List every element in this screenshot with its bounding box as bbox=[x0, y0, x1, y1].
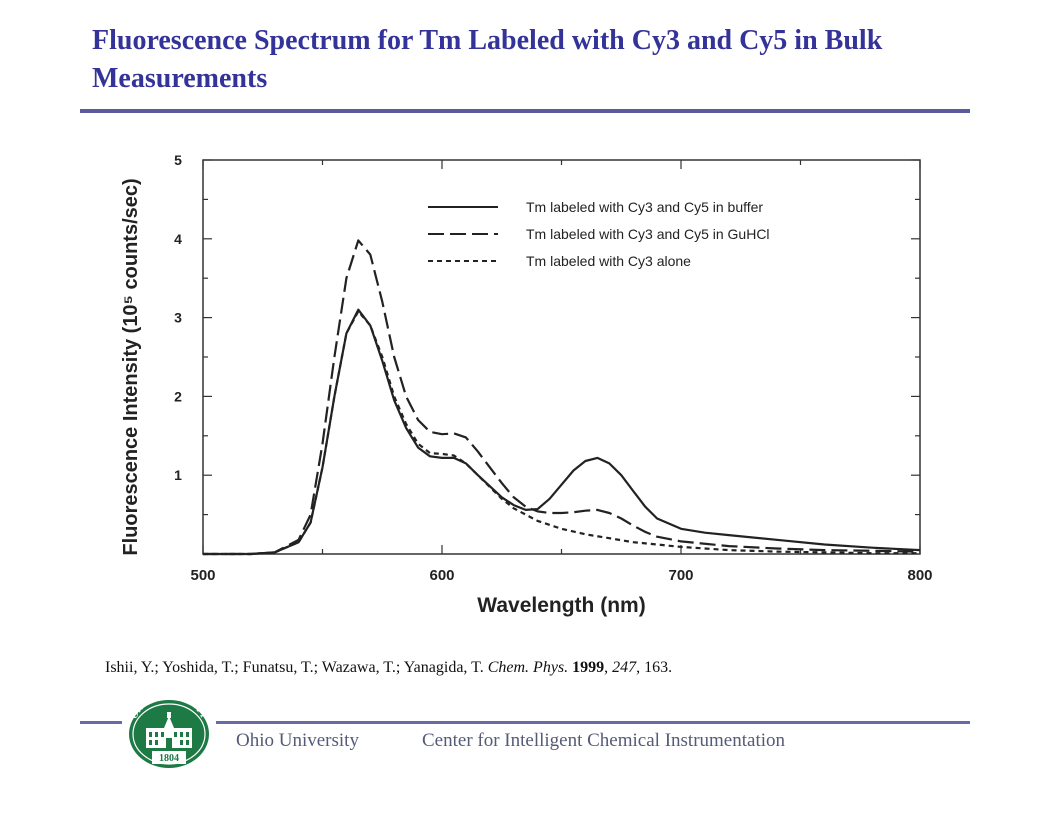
y-axis-label: Fluorescence Intensity (10⁵ counts/sec) bbox=[120, 178, 142, 555]
y-tick-label: 4 bbox=[174, 231, 182, 247]
y-tick-label: 3 bbox=[174, 310, 182, 326]
citation-pages: , 163. bbox=[636, 659, 673, 676]
footer-organization: Ohio University bbox=[236, 730, 359, 751]
x-tick-label: 700 bbox=[668, 567, 693, 584]
x-tick-label: 600 bbox=[429, 567, 454, 584]
legend-label-3: Tm labeled with Cy3 alone bbox=[526, 253, 691, 269]
citation-volume: 247 bbox=[612, 659, 637, 676]
citation: Ishii, Y.; Yoshida, T.; Funatsu, T.; Waz… bbox=[105, 659, 673, 676]
footer-divider-left bbox=[80, 721, 122, 724]
citation-authors: Ishii, Y.; Yoshida, T.; Funatsu, T.; Waz… bbox=[105, 659, 488, 676]
seal-year: 1804 bbox=[159, 753, 179, 764]
plot-frame bbox=[202, 159, 921, 555]
ohio-university-seal-logo: OHIO UNIVERSITY 1804 bbox=[129, 694, 210, 768]
x-tick-label: 500 bbox=[190, 567, 215, 584]
y-tick-label: 1 bbox=[174, 467, 182, 483]
legend-label-1: Tm labeled with Cy3 and Cy5 in buffer bbox=[526, 199, 763, 215]
x-tick-label: 800 bbox=[907, 567, 932, 584]
legend-label-2: Tm labeled with Cy3 and Cy5 in GuHCl bbox=[526, 226, 770, 242]
title-divider bbox=[80, 109, 970, 113]
footer-divider-right bbox=[216, 721, 970, 724]
fluorescence-spectrum-chart: 500 600 700 800 1 2 3 4 5 Wavelength (nm) Fluoresc… bbox=[120, 152, 933, 617]
y-tick-label: 2 bbox=[174, 388, 182, 404]
citation-journal: Chem. Phys. bbox=[487, 659, 569, 676]
series-line-1 bbox=[203, 308, 921, 556]
series-line-2 bbox=[203, 239, 921, 556]
y-tick-label: 5 bbox=[174, 152, 182, 168]
footer-center-name: Center for Intelligent Chemical Instrume… bbox=[422, 730, 786, 751]
series-line-3 bbox=[203, 310, 920, 556]
slide-title: Fluorescence Spectrum for Tm Labeled wit… bbox=[92, 25, 883, 94]
citation-year: 1999 bbox=[572, 659, 605, 676]
x-axis-label: Wavelength (nm) bbox=[477, 594, 645, 617]
